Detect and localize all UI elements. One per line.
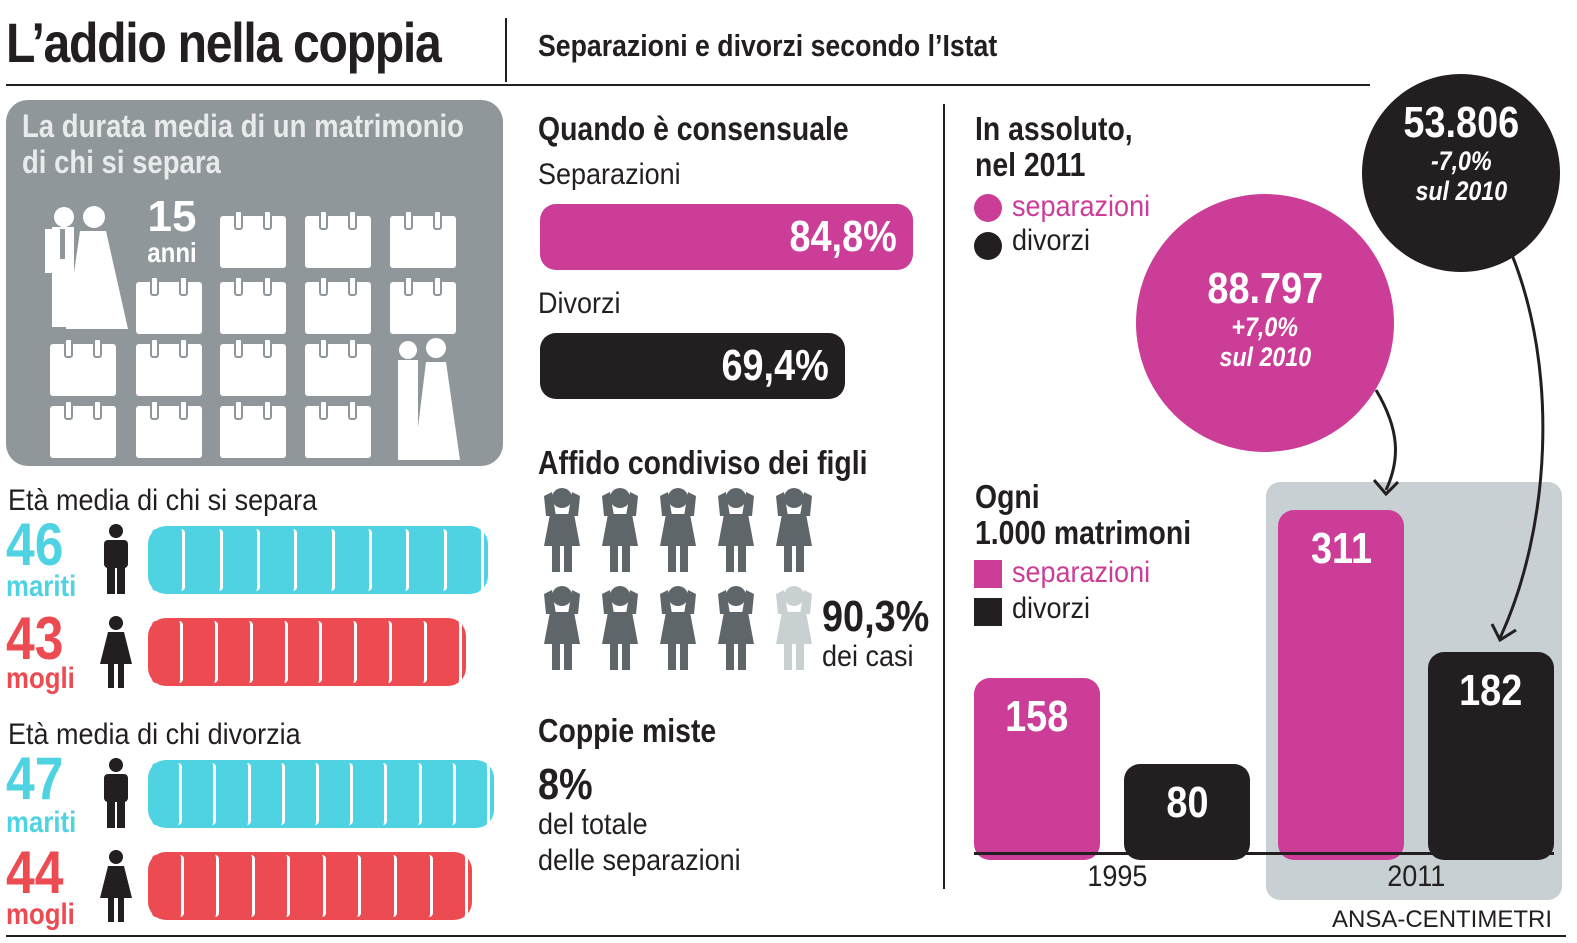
duration-years: 15 anni [143, 192, 201, 268]
bar-separazioni-1995: 158 [974, 678, 1100, 860]
bar-divorzi-1995: 80 [1124, 764, 1250, 860]
consensual-heading: Quando è consensuale [538, 110, 849, 147]
bar-label-divorzi-1995: 80 [1165, 778, 1209, 827]
per-thousand-heading-line1: Ogni [975, 478, 1040, 515]
page-subtitle: Separazioni e divorzi secondo l’Istat [538, 28, 998, 63]
woman-icon [100, 850, 132, 922]
consensual-separations-value: 84,8% [789, 212, 897, 261]
consensual-divorces-label: Divorzi [538, 287, 621, 320]
age-separate-wives-value: 43 [6, 605, 64, 672]
wedding-couple-icon [45, 206, 128, 329]
age-divorce-wives-value: 44 [6, 839, 64, 906]
calendar-icon [220, 276, 286, 334]
calendar-icon [220, 400, 286, 458]
separations-total-ref: sul 2010 [1219, 342, 1311, 372]
per-thousand-legend-separations: separazioni [1012, 556, 1151, 589]
bar-divorzi-2011: 182 [1428, 652, 1554, 860]
page-title: L’addio nella coppia [6, 11, 442, 74]
man-icon [104, 758, 128, 828]
calendar-icon [305, 400, 371, 458]
absolute-heading-line2: nel 2011 [975, 146, 1086, 183]
divorces-total-delta: -7,0% [1430, 146, 1492, 176]
x-tick-1995: 1995 [1087, 860, 1148, 893]
calendar-icon [50, 400, 116, 458]
custody-heading: Affido condiviso dei figli [538, 444, 868, 481]
calendar-icon [136, 338, 202, 396]
calendar-icon [305, 276, 371, 334]
bar-label-separazioni-2011: 311 [1310, 524, 1372, 573]
consensual-separations-bar: 84,8% [540, 204, 913, 270]
absolute-heading-line1: In assoluto, [975, 110, 1133, 147]
duration-heading: La durata media di un matrimonio di chi … [22, 108, 464, 180]
separations-total-circle: 88.797 +7,0% sul 2010 [1136, 194, 1394, 452]
age-divorce-husbands-value: 47 [6, 745, 64, 812]
calendar-icon [136, 276, 202, 334]
source-credit: ANSA-CENTIMETRI [1332, 906, 1553, 933]
separations-total-value: 88.797 [1207, 264, 1323, 313]
mixed-value: 8% [538, 760, 593, 809]
x-axis-line [974, 852, 1554, 855]
consensual-separations-label: Separazioni [538, 158, 681, 191]
man-icon [104, 524, 128, 594]
separated-couple-icon [398, 338, 460, 460]
custody-caption: dei casi [822, 640, 914, 673]
calendar-icon [390, 276, 456, 334]
divorces-total-value: 53.806 [1403, 98, 1519, 147]
calendar-icon [220, 210, 286, 268]
age-separate-wives-label: mogli [6, 662, 75, 695]
age-bar-separate-husbands [148, 526, 488, 594]
woman-icon [100, 616, 132, 688]
calendar-icon [305, 210, 371, 268]
consensual-divorces-value: 69,4% [721, 341, 829, 390]
custody-value: 90,3% [822, 592, 930, 641]
legend-separations-square [974, 560, 1002, 588]
age-bar-divorce-wives [148, 852, 472, 920]
duration-years-unit: anni [147, 237, 197, 268]
calendar-icon [220, 338, 286, 396]
age-separate-husbands-label: mariti [6, 570, 77, 603]
legend-separations-dot [974, 194, 1002, 222]
bar-label-divorzi-2011: 182 [1459, 666, 1523, 715]
legend-divorces-square [974, 598, 1002, 626]
bottom-rule [6, 935, 1566, 937]
separations-total-delta: +7,0% [1231, 312, 1299, 342]
bar-label-separazioni-1995: 158 [1005, 692, 1069, 741]
absolute-legend-separations: separazioni [1012, 190, 1151, 223]
age-divorce-husbands-label: mariti [6, 806, 77, 839]
duration-heading-line1: La durata media di un matrimonio [22, 108, 464, 144]
age-bar-divorce-husbands [148, 760, 494, 828]
duration-heading-line2: di chi si separa [22, 144, 221, 180]
age-divorce-wives-label: mogli [6, 898, 75, 931]
per-thousand-legend-divorces: divorzi [1012, 592, 1091, 625]
per-thousand-heading-line2: 1.000 matrimoni [975, 514, 1192, 551]
age-separate-heading: Età media di chi si separa [8, 484, 318, 517]
x-tick-2011: 2011 [1387, 860, 1446, 893]
age-separate-husbands-value: 46 [6, 511, 64, 578]
calendar-icon [136, 400, 202, 458]
mixed-caption-line2: delle separazioni [538, 844, 741, 877]
header-rule [6, 84, 1370, 86]
age-divorce-heading: Età media di chi divorzia [8, 718, 301, 751]
divorces-total-ref: sul 2010 [1415, 176, 1507, 206]
mixed-heading: Coppie miste [538, 712, 717, 749]
consensual-divorces-bar: 69,4% [540, 333, 845, 399]
connector-arrows [1372, 249, 1545, 643]
calendar-icon [390, 210, 456, 268]
column-separator [943, 104, 945, 889]
age-bar-separate-wives [148, 618, 466, 686]
mixed-caption-line1: del totale [538, 808, 648, 841]
divorces-total-circle: 53.806 -7,0% sul 2010 [1362, 74, 1560, 272]
absolute-legend-divorces: divorzi [1012, 224, 1091, 257]
calendar-icon [305, 338, 371, 396]
legend-divorces-dot [974, 232, 1002, 260]
title-separator [505, 18, 507, 82]
duration-years-value: 15 [147, 192, 197, 241]
bar-separazioni-2011: 311 [1278, 510, 1404, 860]
calendar-icon [50, 338, 116, 396]
